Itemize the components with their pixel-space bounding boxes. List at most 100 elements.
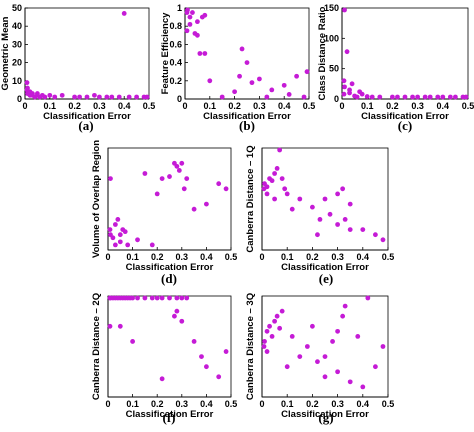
x-tick-label: 0.5 [225, 399, 238, 409]
y-tick-label: 50 [329, 64, 339, 74]
y-tick-label: 0.8 [169, 21, 182, 31]
data-point [380, 344, 386, 349]
data-point [277, 325, 283, 331]
data-point [322, 196, 328, 202]
x-tick-label: 0.2 [68, 101, 81, 111]
scatter-panel-2: 0 0.1 0.2 0.3 0.4 0.5 0 50 100 150 Classification … [317, 3, 474, 133]
data-point [279, 176, 285, 182]
scatter-panel-6: 0 0.1 0.2 0.3 0.4 0.5 Classification Error Canb… [245, 293, 394, 425]
y-tick-label: 150 [324, 3, 339, 13]
y-axis-label: Canberra Distance – 3Q [245, 293, 256, 400]
data-point [415, 94, 420, 100]
data-point [435, 94, 441, 100]
data-point [261, 344, 267, 349]
panel-label: (b) [239, 118, 255, 133]
data-point [121, 11, 127, 16]
y-axis-label: Canberra Distance – 1Q [245, 145, 256, 252]
data-point [149, 242, 155, 248]
plot-frame [24, 7, 150, 100]
y-axis-label: Geometric Mean [0, 16, 11, 90]
data-point [125, 242, 131, 248]
data-point [197, 51, 203, 56]
data-point [134, 94, 140, 100]
x-tick-label: 0 [339, 101, 344, 111]
data-point [187, 21, 193, 27]
data-point [92, 92, 97, 98]
data-point [191, 339, 197, 344]
data-point [109, 94, 115, 100]
x-tick-label: 0.5 [382, 252, 395, 262]
x-axis-label: Classification Error [281, 262, 369, 273]
plot-frame [107, 295, 232, 398]
data-point [342, 7, 347, 13]
data-point [289, 206, 295, 212]
data-point [274, 313, 280, 319]
data-point [195, 19, 200, 25]
data-point [277, 147, 283, 153]
data-point [84, 94, 90, 100]
y-tick-label: 10 [12, 76, 22, 86]
data-point [304, 344, 310, 349]
data-point [144, 94, 150, 100]
data-point [310, 323, 315, 329]
data-point [112, 242, 118, 248]
data-point [216, 374, 222, 380]
data-point [304, 69, 310, 75]
data-point [269, 334, 275, 339]
x-tick-label: 0.5 [225, 252, 238, 262]
y-tick-label: 0 [17, 94, 22, 104]
x-tick-label: 0.4 [357, 252, 370, 262]
panel-label: (f) [163, 410, 176, 425]
x-tick-label: 0.5 [382, 399, 395, 409]
x-tick-label: 0.3 [93, 101, 106, 111]
data-point [142, 171, 148, 176]
data-point [365, 295, 371, 301]
x-axis-label: Classification Error [361, 111, 449, 122]
data-point [179, 295, 185, 301]
data-point [149, 295, 155, 301]
panel-label: (e) [319, 271, 333, 286]
data-point [354, 94, 360, 100]
data-point [195, 32, 200, 38]
data-point [364, 94, 370, 99]
data-point [272, 196, 277, 202]
plot-frame [107, 147, 232, 251]
x-axis-label: Classification Error [281, 409, 369, 420]
x-tick-label: 0.3 [176, 252, 189, 262]
x-tick-label: 0.4 [437, 101, 450, 111]
data-point [232, 89, 238, 95]
y-axis-label: Class Distance Ratio [317, 6, 328, 100]
data-point [297, 354, 303, 359]
data-point [422, 94, 428, 100]
data-point [130, 339, 136, 344]
data-point [322, 374, 328, 380]
data-point [264, 94, 270, 100]
data-point [349, 81, 355, 87]
x-tick-label: 0.4 [200, 399, 213, 409]
data-point [223, 349, 229, 354]
x-axis-label: Classification Error [126, 262, 214, 273]
data-point [373, 364, 378, 370]
data-point [159, 176, 165, 182]
data-point [264, 328, 270, 334]
data-point [190, 10, 195, 15]
x-tick-label: 0.1 [44, 101, 57, 111]
data-point [167, 174, 172, 179]
y-tick-label: 0.2 [169, 76, 182, 86]
x-tick-label: 0 [259, 252, 264, 262]
data-point [223, 186, 229, 192]
x-tick-label: 0.3 [253, 101, 266, 111]
data-point [262, 339, 267, 344]
data-point [174, 308, 180, 314]
x-tick-label: 0.3 [331, 399, 344, 409]
data-point [117, 232, 123, 238]
data-point [122, 229, 128, 235]
data-point [297, 196, 303, 202]
data-point [104, 94, 110, 100]
scatter-panel-5: 0 0.1 0.2 0.3 0.4 0.5 Classification Error Canb… [91, 293, 237, 425]
data-point [184, 176, 190, 182]
data-point [284, 191, 290, 197]
data-point [115, 217, 121, 222]
data-point [369, 94, 375, 100]
